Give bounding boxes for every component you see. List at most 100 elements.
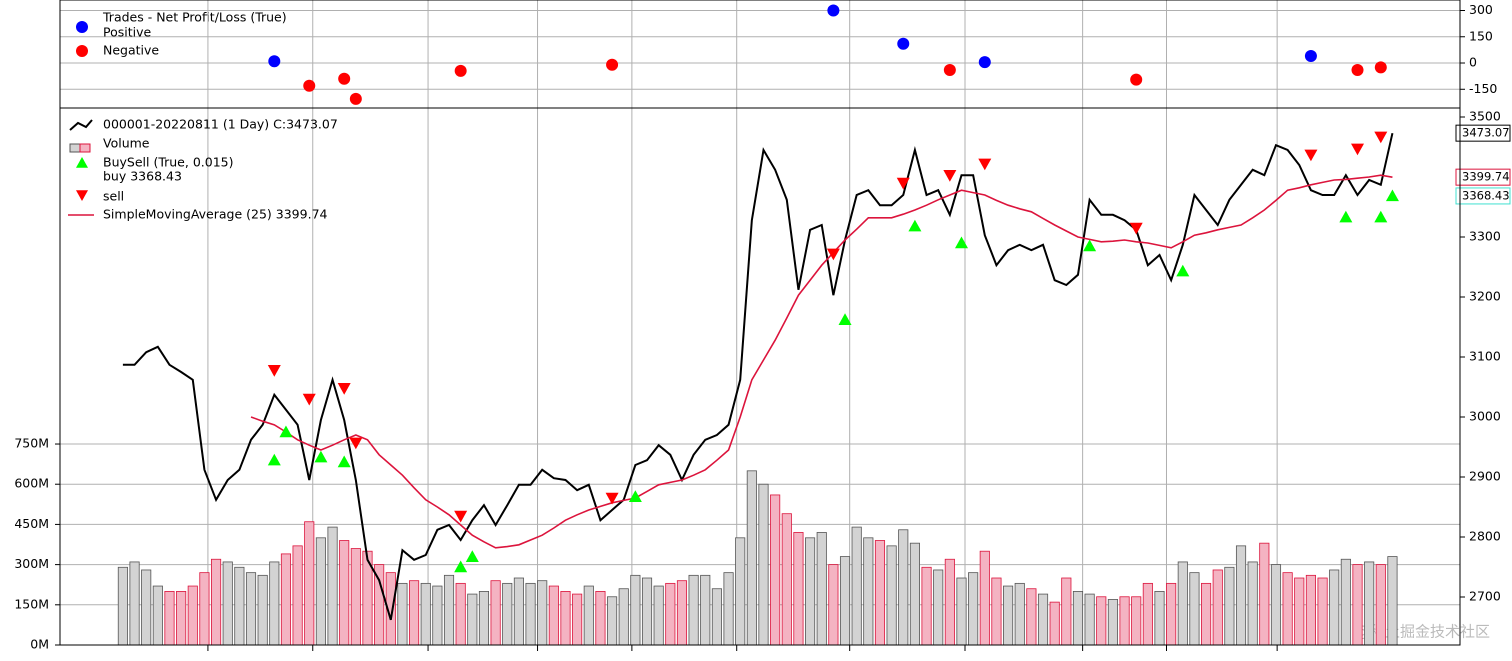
volume-bar [187,585,198,646]
volume-bar [1247,561,1258,646]
volume-bar [1096,596,1107,646]
sma-line [250,174,1393,549]
volume-bar [1061,577,1072,646]
trade-point [943,64,956,77]
value-box [1455,187,1511,205]
legend-marker [76,45,88,57]
volume-bar [409,580,420,646]
volume-bar [711,588,722,646]
volume-bar [1375,564,1386,646]
y-tick-label: 300 [1469,2,1493,17]
buy-marker [1385,189,1399,202]
value-label: 3368.43 [1462,188,1510,202]
volume-bar [933,569,944,646]
buy-marker [454,560,468,573]
buy-marker [1339,210,1353,223]
volume-bar [956,577,967,646]
volume-bar [560,591,571,646]
sell-marker [454,510,468,523]
y-tick-label: 150 [1469,28,1493,43]
volume-bar [1259,542,1270,646]
legend-label: buy 3368.43 [103,169,182,184]
volume-bar [548,585,559,646]
volume-tick-label: 150M [14,596,49,611]
y-tick-label: 3300 [1469,229,1501,244]
volume-tick-label: 600M [14,476,49,491]
volume-bar [676,580,688,646]
volume-bar [1305,574,1316,646]
legend-title: Trades - Net Profit/Loss (True) [102,10,287,25]
volume-bar [1201,582,1212,646]
y-tick-label: 0 [1469,55,1477,70]
volume-bar [432,585,443,646]
trade-point [606,58,619,71]
volume-tick-label: 0M [30,637,49,652]
volume-bar [828,564,839,646]
sell-marker [267,365,281,377]
sell-marker [943,170,957,182]
legend-label: 000001-20220811 (1 Day) C:3473.07 [103,117,338,132]
volume-bar [245,572,257,646]
volume-bar [467,593,478,646]
buy-marker [954,236,968,249]
volume-bar [1142,582,1153,646]
trade-point [1374,61,1387,74]
volume-bar [397,582,408,646]
volume-bar [921,566,932,646]
volume-bar [781,513,792,646]
volume-bar [758,483,769,646]
y-tick-label: 3500 [1469,109,1501,124]
volume-bar [443,574,455,646]
volume-bar [1340,558,1351,646]
volume-bar [455,582,466,646]
volume-bar [1317,577,1328,646]
volume-bar [886,545,897,646]
volume-bar [618,588,629,646]
volume-tick-label: 450M [14,516,49,531]
volume-bar [991,577,1002,646]
volume-bar [490,580,501,646]
volume-bar [607,596,618,646]
volume-bar [1154,591,1165,646]
volume-bar [537,580,548,646]
legend-label: Negative [103,43,159,58]
volume-bar [1177,561,1188,646]
volume-bar [583,585,594,646]
volume-bar [327,526,338,646]
volume-bar [723,572,734,646]
volume-bar [164,591,175,646]
volume-bar [478,591,490,646]
volume-bar [793,532,804,646]
volume-bar [1084,593,1095,646]
close-line [122,132,1394,621]
volume-bar [770,494,781,646]
buy-marker [314,450,328,463]
volume-bar [152,585,163,646]
volume-bar [805,537,816,646]
volume-bar [513,577,524,646]
volume-bar [257,574,268,646]
volume-bar [572,593,583,646]
y-tick-label: -150 [1469,81,1497,96]
volume-bar [222,561,233,646]
volume-bar [595,591,606,646]
volume-bar [339,540,350,646]
volume-bar [1003,585,1014,646]
legend-marker [69,119,93,131]
volume-bar [630,574,641,646]
sell-marker [1304,149,1318,162]
legend-marker [69,143,81,153]
volume-tick-label: 750M [14,436,49,451]
volume-bar [816,532,827,646]
volume-bar [141,569,152,646]
buy-marker [1083,239,1097,252]
volume-bar [525,582,536,646]
sell-marker [605,492,619,505]
volume-bar [1107,599,1118,646]
volume-bar [944,558,955,646]
volume-bar [1131,596,1142,646]
trade-point [897,37,910,50]
volume-bar [374,564,385,646]
volume-bar [968,572,979,646]
volume-bar [1329,569,1340,646]
